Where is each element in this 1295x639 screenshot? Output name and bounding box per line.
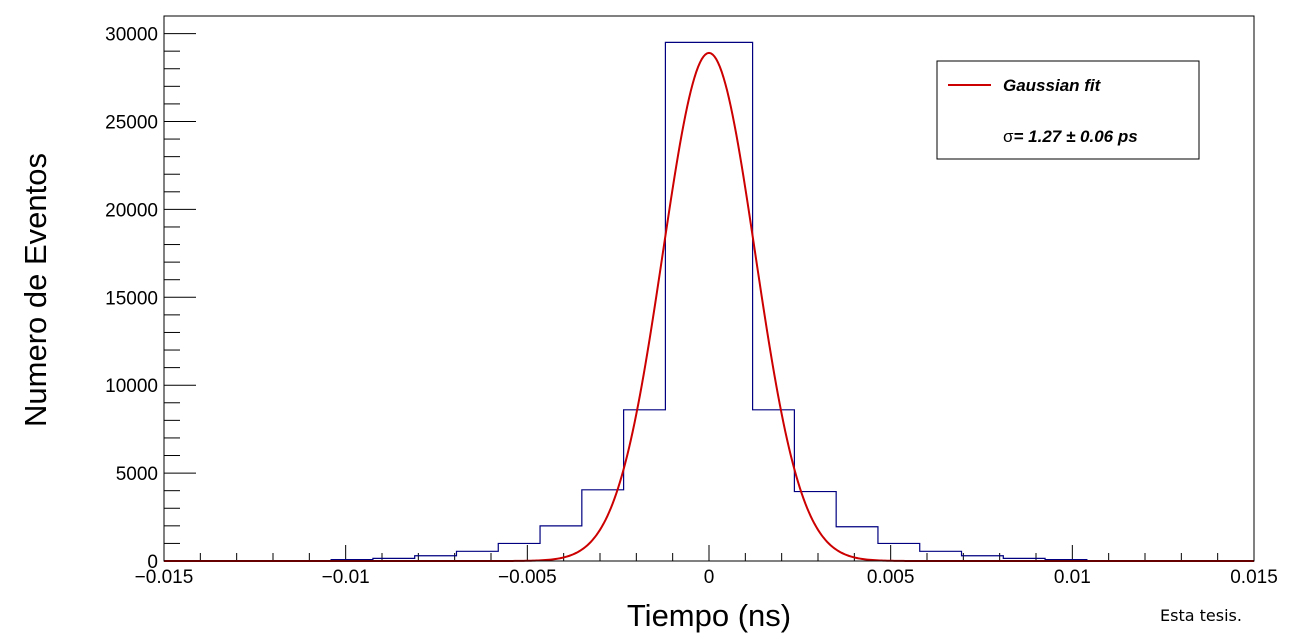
footer-note: Esta tesis.	[1160, 606, 1242, 625]
y-tick-label: 20000	[105, 200, 158, 221]
y-tick-label: 10000	[105, 376, 158, 397]
histogram-outline	[164, 41, 1254, 562]
x-tick-label: 0	[704, 567, 715, 588]
axes: −0.015 −0.01 −0.005 0 0.005 0.01 0.015 0 5000 100…	[105, 15, 1278, 588]
x-tick-label: 0.015	[1230, 567, 1278, 588]
sigma-symbol: σ	[1003, 127, 1014, 146]
y-tick-label: 5000	[116, 464, 158, 485]
x-tick-label: 0.005	[867, 567, 915, 588]
x-tick-label: 0.01	[1054, 567, 1091, 588]
legend-box	[936, 60, 1200, 160]
y-tick-label: 30000	[105, 25, 158, 46]
y-axis-title: Numero de Eventos	[18, 153, 53, 427]
y-tick-label: 0	[147, 552, 158, 573]
y-tick-label: 15000	[105, 288, 158, 309]
legend: Gaussian fit σ= 1.27 ± 0.06 ps	[936, 60, 1200, 160]
histogram	[164, 41, 1254, 562]
legend-entry-gaussian-fit: Gaussian fit	[1003, 76, 1102, 95]
x-tick-label: −0.015	[135, 567, 194, 588]
y-tick-label: 25000	[105, 112, 158, 133]
x-tick-label: −0.005	[498, 567, 557, 588]
sigma-value: = 1.27 ± 0.06 ps	[1014, 127, 1138, 146]
x-tick-label: −0.01	[322, 567, 370, 588]
x-axis-title: Tiempo (ns)	[627, 598, 791, 633]
plot-frame	[163, 15, 1255, 562]
legend-fit-result: σ= 1.27 ± 0.06 ps	[1003, 127, 1138, 146]
